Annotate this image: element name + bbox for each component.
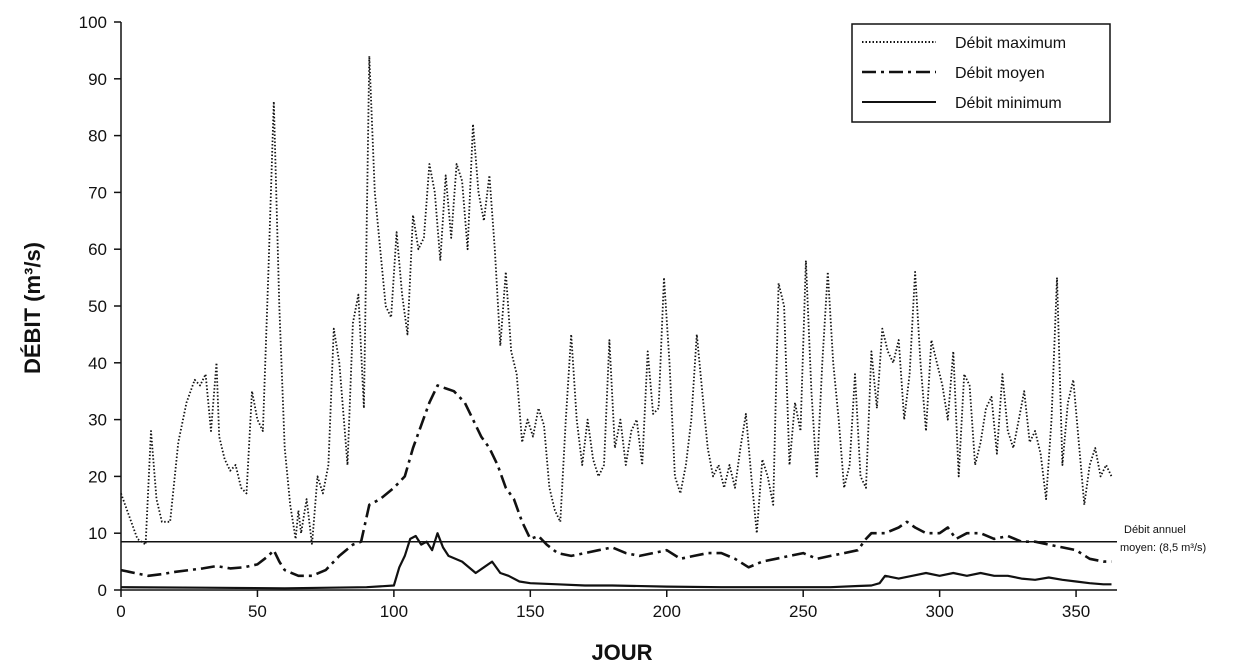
series-line-debit-moyen	[120, 384, 1112, 578]
y-tick-label: 0	[98, 581, 107, 600]
x-tick-label: 300	[925, 602, 953, 621]
reference-line-label-value: moyen: (8,5 m³/s)	[1120, 542, 1206, 554]
series-line-debit-minimum	[120, 532, 1112, 590]
y-tick-label: 50	[88, 297, 107, 316]
series-layer	[120, 55, 1113, 590]
y-tick-label: 70	[88, 183, 107, 202]
x-tick-label: 200	[653, 602, 681, 621]
legend-label-debit-moyen: Débit moyen	[955, 65, 1045, 82]
x-tick-label: 350	[1062, 602, 1090, 621]
y-tick-label: 80	[88, 127, 107, 146]
x-tick-label: 50	[248, 602, 267, 621]
reference-line-label: Débit annuel	[1124, 524, 1186, 536]
legend: Débit maximum Débit moyen Débit minimum	[851, 23, 1111, 123]
x-tick-label: 150	[516, 602, 544, 621]
y-tick-label: 10	[88, 524, 107, 543]
y-tick-label: 40	[88, 354, 107, 373]
y-tick-label: 90	[88, 70, 107, 89]
x-axis-title: JOUR	[591, 640, 652, 665]
y-tick-label: 20	[88, 467, 107, 486]
x-tick-label: 0	[116, 602, 125, 621]
legend-label-debit-minimum: Débit minimum	[955, 95, 1062, 112]
x-tick-label: 100	[380, 602, 408, 621]
axes: 0 10 20 30 40 50 60 70 80 90 100 0 50 100 150 200 250 300…	[79, 13, 1117, 621]
y-tick-label: 60	[88, 240, 107, 259]
legend-label-debit-maximum: Débit maximum	[955, 35, 1066, 52]
series-line-debit-maximum	[120, 55, 1113, 546]
y-tick-label: 30	[88, 411, 107, 430]
y-tick-label: 100	[79, 13, 107, 32]
y-axis-title: DÉBIT (m³/s)	[20, 242, 45, 374]
x-tick-label: 250	[789, 602, 817, 621]
